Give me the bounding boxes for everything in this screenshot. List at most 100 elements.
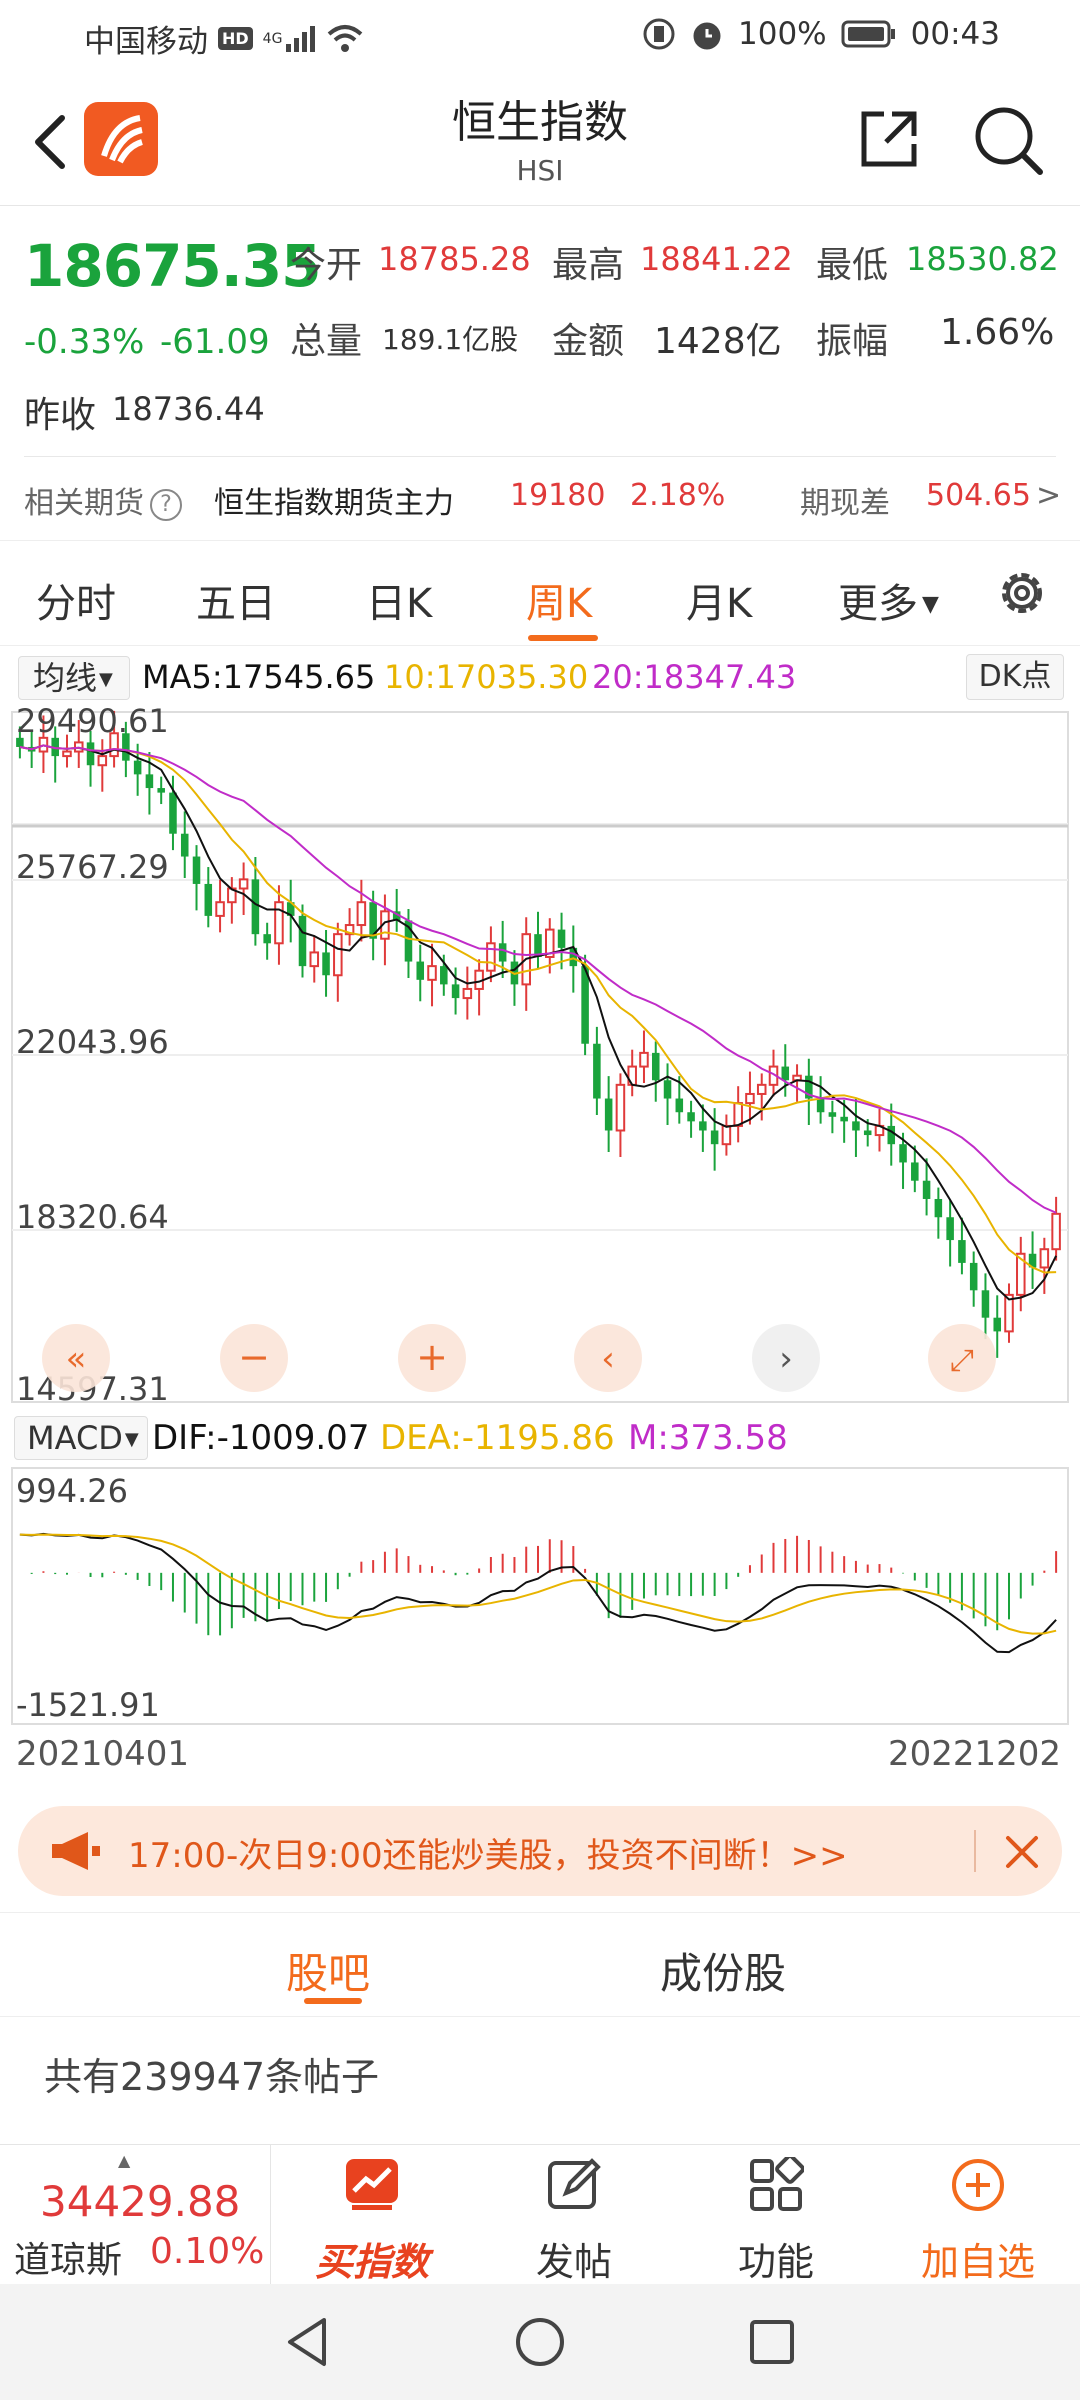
tab-monthly-k[interactable]: 月K xyxy=(686,581,753,627)
start-date-label: 20210401 xyxy=(16,1734,190,1774)
candle xyxy=(887,1125,896,1145)
add-watchlist-button[interactable]: 加自选 xyxy=(888,2145,1068,2285)
candle xyxy=(911,1162,919,1181)
system-back-icon[interactable] xyxy=(280,2314,336,2370)
candle xyxy=(534,934,542,957)
promo-banner[interactable]: 17:00-次日9:00还能炒美股，投资不间断！>> xyxy=(18,1806,1062,1896)
battery-icon xyxy=(841,20,895,48)
prev-close-label: 昨收 xyxy=(24,395,97,436)
candle xyxy=(109,732,119,758)
back-icon[interactable] xyxy=(26,112,76,172)
ticker-value[interactable]: 34429.88 xyxy=(40,2177,241,2226)
gear-icon[interactable] xyxy=(994,565,1050,621)
low-value: 18530.82 xyxy=(906,240,1059,278)
candle xyxy=(322,952,330,976)
candle xyxy=(863,1130,872,1136)
bottom-nav: ▲ 34429.88 道琼斯 0.10% 买指数 发帖 功能 加自选 xyxy=(0,2144,1080,2285)
candle xyxy=(733,1102,743,1127)
amplitude-label: 振幅 xyxy=(816,321,889,362)
dropdown-arrow-icon: ▼ xyxy=(922,592,939,617)
features-button[interactable]: 功能 xyxy=(686,2145,866,2285)
candle xyxy=(251,879,260,935)
candle xyxy=(699,1121,707,1131)
zoom-in-button[interactable]: + xyxy=(398,1324,466,1392)
megaphone-icon xyxy=(52,1832,100,1870)
clock: 00:43 xyxy=(910,16,1000,52)
ma5-readout: MA5:17545.65 xyxy=(142,658,376,696)
candle xyxy=(816,1098,825,1113)
divider xyxy=(270,2145,271,2285)
candle xyxy=(309,951,320,968)
buy-index-button[interactable]: 买指数 xyxy=(282,2145,462,2285)
system-home-icon[interactable] xyxy=(512,2314,568,2370)
tab-more[interactable]: 更多 ▼ xyxy=(838,571,939,629)
candle xyxy=(922,1180,931,1199)
tab-intraday[interactable]: 分时 xyxy=(36,581,116,627)
indicator-selector[interactable]: 均线 ▼ xyxy=(18,656,130,700)
share-icon[interactable] xyxy=(854,104,924,174)
ticker-percent[interactable]: 0.10% xyxy=(150,2231,265,2272)
fullscreen-button[interactable]: ⤢ xyxy=(928,1324,996,1392)
dk-points-button[interactable]: DK点 xyxy=(966,654,1064,700)
post-label: 发帖 xyxy=(535,2240,612,2284)
app-logo-icon[interactable] xyxy=(84,102,158,176)
ma5-line xyxy=(19,744,1058,1301)
indicator-selector-label: 均线 xyxy=(33,659,98,697)
tab-constituents[interactable]: 成份股 xyxy=(660,1949,787,1998)
add-watchlist-label: 加自选 xyxy=(920,2240,1035,2284)
vibrate-icon xyxy=(643,18,675,50)
system-recents-icon[interactable] xyxy=(744,2314,800,2370)
open-label: 今开 xyxy=(290,245,363,286)
candle xyxy=(486,942,496,972)
dif-readout: DIF:-1009.07 xyxy=(152,1418,370,1458)
signal-icon xyxy=(286,25,316,52)
tab-weekly-k[interactable]: 周K xyxy=(526,581,593,627)
edit-icon xyxy=(548,2158,601,2209)
candlestick-chart[interactable]: 29490.61 25767.29 22043.96 18320.64 1459… xyxy=(0,700,1080,1406)
svg-text:«: « xyxy=(66,1339,87,1379)
candle xyxy=(958,1240,966,1263)
ticker-name[interactable]: 道琼斯 xyxy=(14,2240,123,2281)
chevron-right-icon[interactable]: > xyxy=(1036,478,1062,513)
candle xyxy=(615,1083,626,1132)
close-icon[interactable] xyxy=(994,1824,1050,1880)
high-value: 18841.22 xyxy=(640,240,793,278)
svg-text:⤢: ⤢ xyxy=(950,1343,974,1378)
candle xyxy=(215,901,225,917)
rewind-button[interactable]: « xyxy=(42,1324,110,1392)
promo-text: 17:00-次日9:00还能炒美股，投资不间断！>> xyxy=(128,1836,848,1876)
network-type: 4G xyxy=(262,30,283,47)
candle xyxy=(451,984,460,999)
tab-daily-k[interactable]: 日K xyxy=(366,581,433,627)
zoom-out-button[interactable]: − xyxy=(220,1324,288,1392)
post-count: 共有239947条帖子 xyxy=(44,2055,380,2099)
candle xyxy=(404,920,413,962)
end-date-label: 20221202 xyxy=(888,1734,1062,1774)
macd-selector[interactable]: MACD ▼ xyxy=(14,1416,148,1460)
tab-forum[interactable]: 股吧 xyxy=(286,1949,371,1998)
candle xyxy=(756,1083,767,1095)
search-icon[interactable] xyxy=(970,102,1046,178)
scroll-left-button[interactable]: ‹ xyxy=(574,1324,642,1392)
moving-average-lines xyxy=(19,744,1058,1301)
basis-value[interactable]: 504.65 xyxy=(926,478,1031,513)
tab-five-day[interactable]: 五日 xyxy=(196,581,276,627)
header: 恒生指数 HSI xyxy=(0,72,1080,206)
help-icon[interactable]: ? xyxy=(150,488,182,521)
candle xyxy=(133,760,142,775)
candle xyxy=(344,924,355,936)
futures-name[interactable]: 恒生指数期货主力 xyxy=(214,486,454,521)
y-tick-label: 18320.64 xyxy=(16,1198,169,1236)
candle xyxy=(651,1052,660,1081)
post-button[interactable]: 发帖 xyxy=(484,2145,664,2285)
ma20-line xyxy=(19,744,1057,1214)
candle xyxy=(498,943,507,962)
chart-frame xyxy=(11,711,1069,1403)
macd-lines xyxy=(19,1532,1057,1654)
scroll-right-button[interactable]: › xyxy=(752,1324,820,1392)
svg-text:−: − xyxy=(238,1335,270,1379)
candle xyxy=(274,901,284,945)
carrier-label: 中国移动 xyxy=(84,24,208,60)
basis-label: 期现差 xyxy=(800,486,890,521)
macd-chart[interactable]: 994.26 -1521.91 xyxy=(0,1466,1080,1728)
